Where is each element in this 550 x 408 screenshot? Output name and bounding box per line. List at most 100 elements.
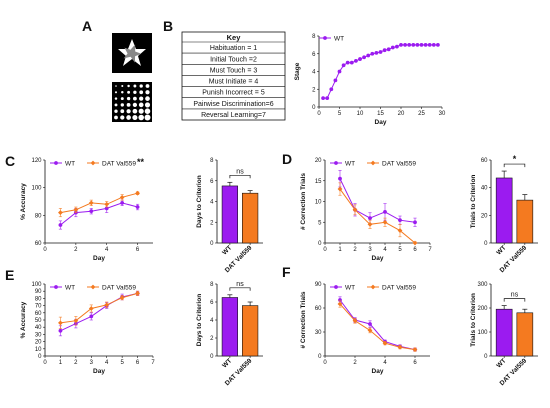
legend-swatch-marker (90, 284, 96, 290)
grid-dot (120, 97, 124, 101)
grid-dot (133, 84, 137, 88)
data-point (367, 328, 373, 333)
grid-dot (121, 91, 124, 94)
y-tick-label: 8 (210, 158, 214, 164)
panel-a-stimuli (112, 33, 152, 122)
significance-label: * (513, 154, 517, 164)
legend: WT DAT Val559 (330, 284, 416, 291)
y-axis-title: Days to Criterion (196, 175, 203, 227)
x-axis-title: Day (375, 119, 387, 126)
x-tick-label: 3 (368, 247, 372, 253)
y-axis-title: % Accuracy (20, 301, 27, 338)
y-tick-label: 90 (35, 289, 42, 295)
series-line (60, 292, 138, 324)
x-tick-label: 15 (377, 111, 384, 117)
data-point (135, 190, 140, 196)
data-point (412, 240, 418, 246)
y-tick-label: 60 (35, 311, 42, 317)
x-tick-label: 6 (136, 360, 140, 366)
y-tick-label: 5 (318, 220, 322, 226)
y-tick-label: 0 (318, 354, 322, 360)
significance-bracket (503, 298, 526, 302)
grid-dot (144, 114, 151, 121)
data-point (354, 58, 358, 63)
legend-label: WT (65, 284, 75, 291)
significance-label: ns (236, 281, 244, 288)
panel-label-a: A (82, 18, 92, 34)
chart-b: 0 5 10 15 20 25 30 0 2 4 6 8 Day Stage WT (294, 34, 446, 126)
grid-dot (126, 103, 131, 107)
data-point (120, 200, 125, 205)
data-point (104, 201, 110, 207)
data-point (366, 53, 371, 58)
data-point (390, 45, 395, 50)
legend-swatch-marker (370, 284, 376, 290)
data-point (135, 205, 140, 209)
grid-dot (145, 96, 150, 101)
data-point (119, 295, 125, 301)
data-point (325, 96, 330, 101)
series-line (339, 303, 416, 351)
series-wt (338, 170, 417, 227)
y-tick-label: 60 (481, 158, 488, 164)
data-point (88, 306, 94, 311)
x-axis-title: Day (372, 255, 384, 262)
data-point (58, 328, 63, 333)
data-point (413, 220, 417, 225)
y-tick-label: 2 (210, 336, 214, 342)
bar-dat-val559 (242, 305, 259, 357)
y-tick-label: 10 (35, 347, 42, 353)
data-point (89, 314, 94, 319)
grid-dot (138, 114, 144, 121)
grid-dot (126, 115, 131, 120)
legend-label: WT (345, 160, 355, 167)
key-row-label: Reversal Learning=7 (201, 112, 266, 119)
x-tick-label: 2 (353, 360, 357, 366)
x-tick-label: 7 (151, 360, 155, 366)
data-point (403, 42, 407, 47)
panel-label-e: E (5, 267, 14, 283)
significance-annotation: ** (137, 157, 145, 167)
y-tick-label: 100 (31, 186, 42, 192)
series-line (60, 292, 138, 332)
y-tick-label: 70 (35, 304, 42, 310)
y-tick-label: 200 (477, 306, 488, 312)
legend-label: DAT Val559 (382, 284, 416, 291)
data-point (367, 221, 373, 227)
x-axis-title: Day (372, 368, 384, 375)
significance-bracket (229, 174, 251, 179)
y-tick-label: 6 (210, 179, 214, 185)
data-point (358, 57, 362, 61)
data-point (419, 42, 424, 47)
x-tick-label: 5 (338, 111, 342, 117)
data-point (386, 47, 391, 52)
legend-label: DAT Val559 (102, 160, 136, 167)
x-tick-label: 20 (398, 111, 405, 117)
data-point (337, 69, 342, 74)
data-point (378, 50, 383, 54)
x-tick-label: 6 (136, 247, 140, 253)
data-point (383, 209, 387, 214)
grid-dot (120, 115, 125, 120)
series-wt (321, 42, 440, 101)
series-dat-val559 (337, 182, 418, 246)
x-tick-label: 1 (59, 360, 63, 366)
key-title: Key (227, 33, 242, 42)
grid-dot (132, 108, 138, 114)
star-stimulus-icon (118, 39, 146, 66)
x-tick-label: 5 (398, 247, 402, 253)
data-point (329, 87, 334, 92)
data-point (398, 218, 402, 223)
y-tick-label: 80 (35, 296, 42, 302)
data-point (427, 42, 432, 47)
y-tick-label: 6 (312, 52, 316, 58)
data-point (395, 44, 399, 49)
grid-dot (139, 96, 144, 101)
y-tick-label: 4 (210, 318, 214, 324)
series-line (339, 178, 416, 223)
y-axis-title: Days to Criterion (196, 294, 203, 346)
data-point (368, 216, 372, 221)
